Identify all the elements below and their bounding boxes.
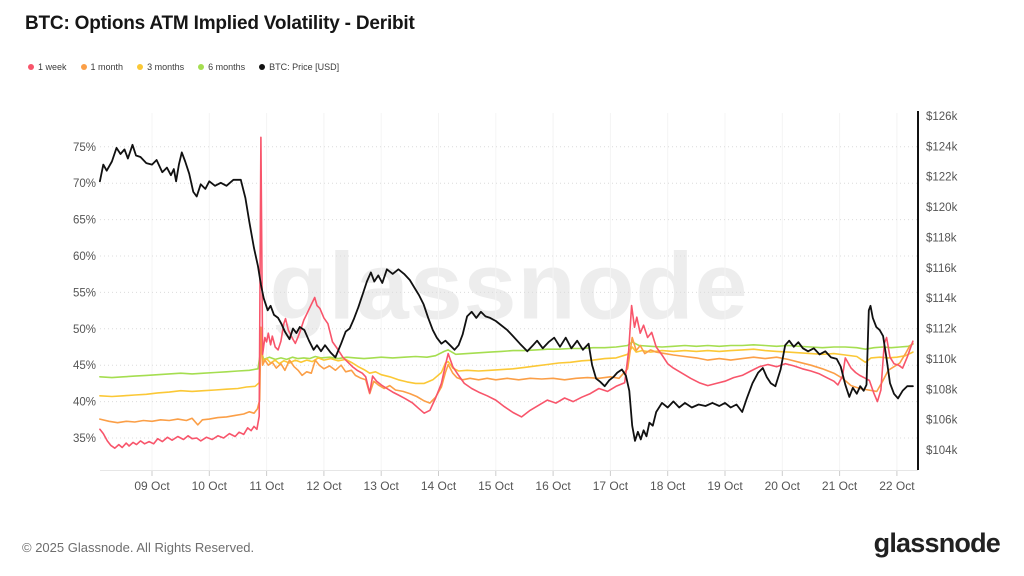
legend-label: 1 week — [38, 62, 67, 72]
legend-dot-icon — [198, 64, 205, 70]
left-axis-label: 50% — [73, 324, 96, 336]
left-axis-label: 70% — [73, 178, 96, 190]
right-axis-label: $104k — [926, 445, 958, 457]
series-line-btc-price-usd — [99, 143, 914, 442]
x-tick-label: 11 Oct — [249, 479, 284, 493]
legend-label: 1 month — [90, 62, 124, 72]
right-axis-label: $106k — [926, 415, 958, 427]
right-axis-label: $124k — [926, 141, 958, 153]
right-axis-label: $114k — [926, 293, 957, 305]
left-axis-label: 55% — [73, 287, 96, 299]
right-axis-label: $126k — [926, 111, 958, 123]
left-axis-label: 45% — [73, 360, 96, 372]
legend-label: 6 months — [208, 62, 246, 72]
right-axis-label: $108k — [926, 384, 958, 396]
x-tick-label: 12 Oct — [306, 479, 342, 493]
x-tick-label: 15 Oct — [478, 479, 514, 493]
legend-item-1-week[interactable]: 1 week — [28, 62, 67, 72]
right-axis-label: $112k — [926, 324, 957, 336]
right-axis-label: $122k — [926, 172, 958, 184]
x-tick-label: 09 Oct — [134, 479, 170, 493]
legend-dot-icon — [259, 64, 266, 70]
x-tick-label: 14 Oct — [421, 479, 457, 493]
legend-item-btc-price-usd[interactable]: BTC: Price [USD] — [259, 62, 339, 72]
x-tick-label: 18 Oct — [650, 479, 686, 493]
x-tick-label: 16 Oct — [535, 479, 571, 493]
left-axis-label: 40% — [73, 397, 96, 409]
copyright-text: © 2025 Glassnode. All Rights Reserved. — [22, 540, 255, 555]
left-axis-label: 60% — [73, 251, 96, 263]
x-tick-label: 21 Oct — [822, 479, 858, 493]
legend-item-3-months[interactable]: 3 months — [137, 62, 184, 72]
left-axis-label: 65% — [73, 215, 96, 227]
legend-item-1-month[interactable]: 1 month — [80, 62, 124, 72]
x-tick-label: 20 Oct — [765, 479, 801, 493]
series-line-6-months — [99, 341, 914, 379]
page-title: BTC: Options ATM Implied Volatility - De… — [25, 13, 415, 34]
right-axis-label: $120k — [926, 202, 958, 214]
x-tick-label: 22 Oct — [879, 479, 915, 493]
x-tick-label: 17 Oct — [593, 479, 629, 493]
legend-dot-icon — [137, 64, 144, 70]
left-axis-label: 75% — [73, 142, 96, 154]
x-tick-label: 19 Oct — [707, 479, 743, 493]
legend-dot-icon — [80, 64, 87, 70]
glassnode-logo: glassnode — [873, 528, 1001, 558]
legend-item-6-months[interactable]: 6 months — [198, 62, 245, 72]
legend-dot-icon — [28, 64, 34, 70]
right-axis-label: $118k — [926, 233, 957, 245]
right-axis-label: $116k — [926, 263, 957, 275]
right-axis-label: $110k — [926, 354, 957, 366]
legend-label: 3 months — [147, 62, 185, 72]
left-axis-label: 35% — [73, 433, 96, 445]
x-tick-label: 10 Oct — [192, 479, 228, 493]
x-tick-label: 13 Oct — [364, 479, 400, 493]
legend: 1 week 1 month 3 months 6 months BTC: Price … — [28, 62, 339, 72]
series-line-1-month — [99, 326, 914, 426]
legend-label: BTC: Price [USD] — [269, 62, 340, 72]
